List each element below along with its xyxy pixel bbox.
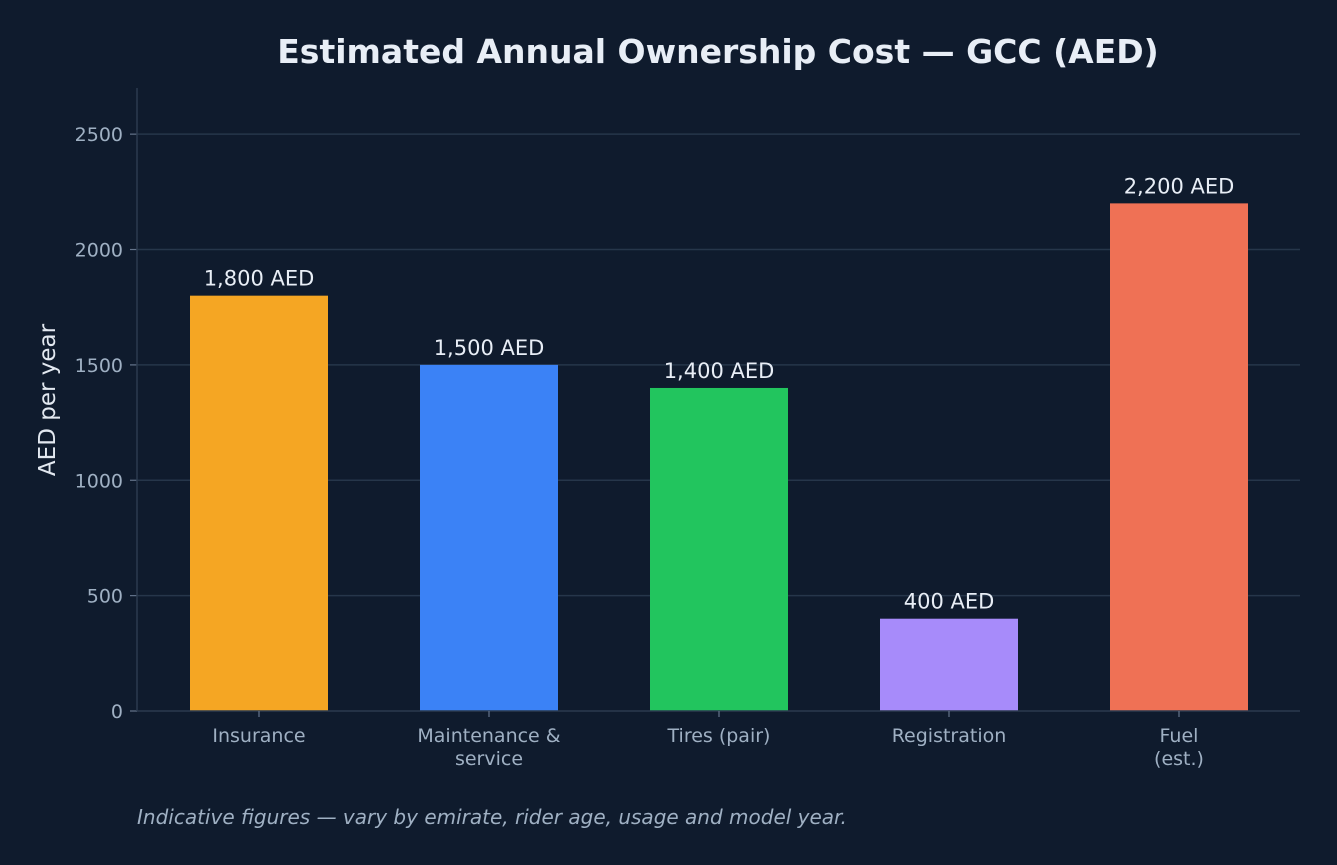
y-tick-label: 500 <box>87 586 123 608</box>
bar <box>880 618 1018 711</box>
bar <box>420 364 558 711</box>
bar <box>650 387 788 711</box>
y-tick-label: 2000 <box>75 240 123 262</box>
y-tick-label: 0 <box>111 701 123 723</box>
data-label: 400 AED <box>904 590 995 614</box>
chart-footnote: Indicative figures — vary by emirate, ri… <box>137 805 847 829</box>
x-tick-label: Fuel (est.) <box>1154 725 1204 770</box>
y-tick-label: 1500 <box>75 355 123 377</box>
y-tick-label: 2500 <box>75 124 123 146</box>
x-tick-label: Registration <box>892 725 1007 747</box>
data-label: 2,200 AED <box>1124 174 1235 198</box>
bar <box>1110 203 1248 712</box>
data-label: 1,400 AED <box>664 359 775 383</box>
data-label: 1,500 AED <box>434 336 545 360</box>
y-tick-label: 1000 <box>75 470 123 492</box>
data-label: 1,800 AED <box>204 267 315 291</box>
bar <box>190 295 328 711</box>
x-tick-label: Tires (pair) <box>667 725 771 747</box>
x-tick-label: Maintenance & service <box>417 725 560 770</box>
y-axis-label: AED per year <box>35 323 61 476</box>
chart-title: Estimated Annual Ownership Cost — GCC (A… <box>277 32 1158 71</box>
x-tick-label: Insurance <box>212 725 305 747</box>
